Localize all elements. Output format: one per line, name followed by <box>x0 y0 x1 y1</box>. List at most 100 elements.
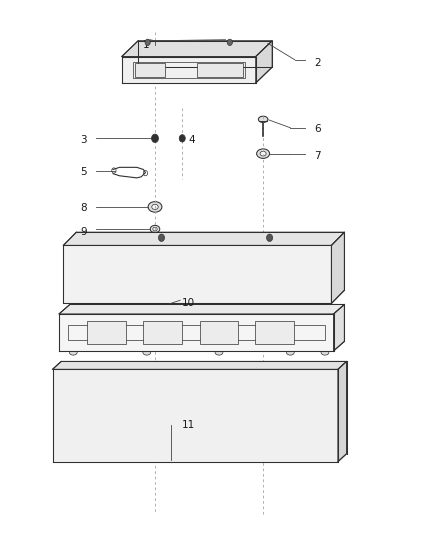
Ellipse shape <box>85 304 94 313</box>
Ellipse shape <box>71 389 84 400</box>
Ellipse shape <box>310 304 318 313</box>
Ellipse shape <box>59 375 68 385</box>
Text: 5: 5 <box>81 166 87 176</box>
Ellipse shape <box>157 389 171 400</box>
Ellipse shape <box>59 415 97 446</box>
Polygon shape <box>122 41 272 56</box>
Ellipse shape <box>69 350 77 355</box>
Ellipse shape <box>150 225 160 233</box>
Text: 10: 10 <box>182 298 195 309</box>
Ellipse shape <box>145 379 183 410</box>
Ellipse shape <box>287 389 300 400</box>
Text: 6: 6 <box>314 124 321 134</box>
Text: 8: 8 <box>81 204 87 214</box>
Ellipse shape <box>152 204 158 209</box>
Polygon shape <box>255 321 294 344</box>
Polygon shape <box>53 369 338 462</box>
Ellipse shape <box>148 201 162 212</box>
Polygon shape <box>256 41 272 83</box>
Ellipse shape <box>322 375 332 385</box>
Text: 2: 2 <box>314 59 321 68</box>
Ellipse shape <box>114 425 127 436</box>
Text: 7: 7 <box>314 151 321 161</box>
Ellipse shape <box>143 310 151 315</box>
Circle shape <box>159 234 165 241</box>
Ellipse shape <box>238 421 263 440</box>
Circle shape <box>227 39 233 45</box>
Polygon shape <box>59 304 344 314</box>
Ellipse shape <box>321 310 329 315</box>
Ellipse shape <box>244 389 257 400</box>
Ellipse shape <box>152 385 177 405</box>
Circle shape <box>179 135 185 142</box>
Polygon shape <box>122 56 256 83</box>
Ellipse shape <box>153 227 157 231</box>
Ellipse shape <box>245 255 294 294</box>
Ellipse shape <box>275 415 313 446</box>
Ellipse shape <box>65 421 90 440</box>
Circle shape <box>267 234 272 241</box>
Ellipse shape <box>287 425 300 436</box>
Circle shape <box>145 39 150 45</box>
Ellipse shape <box>143 350 151 355</box>
Text: 9: 9 <box>81 227 87 237</box>
Ellipse shape <box>179 261 216 288</box>
Ellipse shape <box>232 379 270 410</box>
Text: 11: 11 <box>182 419 195 430</box>
Ellipse shape <box>258 116 268 123</box>
Text: 3: 3 <box>81 135 87 145</box>
Ellipse shape <box>201 389 214 400</box>
Polygon shape <box>59 314 334 351</box>
Polygon shape <box>64 245 332 303</box>
Ellipse shape <box>107 261 144 288</box>
Ellipse shape <box>157 425 171 436</box>
Ellipse shape <box>71 425 84 436</box>
Ellipse shape <box>188 415 226 446</box>
Ellipse shape <box>109 421 133 440</box>
Ellipse shape <box>100 255 150 294</box>
Ellipse shape <box>215 310 223 315</box>
Polygon shape <box>64 232 344 245</box>
Polygon shape <box>143 321 182 344</box>
Ellipse shape <box>114 389 127 400</box>
Ellipse shape <box>102 379 140 410</box>
Polygon shape <box>338 361 346 462</box>
Polygon shape <box>134 63 165 77</box>
Ellipse shape <box>227 40 233 44</box>
Ellipse shape <box>59 446 68 456</box>
Ellipse shape <box>238 385 263 405</box>
Ellipse shape <box>152 421 177 440</box>
Ellipse shape <box>228 304 236 313</box>
Ellipse shape <box>321 350 329 355</box>
Ellipse shape <box>109 385 133 405</box>
Ellipse shape <box>195 385 220 405</box>
Polygon shape <box>332 232 344 303</box>
Ellipse shape <box>251 261 288 288</box>
Ellipse shape <box>102 415 140 446</box>
Ellipse shape <box>195 421 220 440</box>
Text: 4: 4 <box>189 135 195 145</box>
Ellipse shape <box>282 385 306 405</box>
Ellipse shape <box>244 425 257 436</box>
Ellipse shape <box>65 385 90 405</box>
Ellipse shape <box>275 379 313 410</box>
Ellipse shape <box>201 425 214 436</box>
Ellipse shape <box>282 421 306 440</box>
Ellipse shape <box>215 350 223 355</box>
Ellipse shape <box>180 304 189 313</box>
Text: 1: 1 <box>143 40 150 50</box>
Polygon shape <box>334 304 344 351</box>
Polygon shape <box>87 321 126 344</box>
Ellipse shape <box>260 151 266 156</box>
Polygon shape <box>200 321 238 344</box>
Ellipse shape <box>145 415 183 446</box>
Ellipse shape <box>69 310 77 315</box>
Ellipse shape <box>188 379 226 410</box>
Ellipse shape <box>133 304 141 313</box>
Ellipse shape <box>286 350 294 355</box>
Ellipse shape <box>145 40 151 44</box>
Ellipse shape <box>59 379 97 410</box>
Circle shape <box>152 134 159 142</box>
Ellipse shape <box>257 149 270 158</box>
Ellipse shape <box>173 255 222 294</box>
